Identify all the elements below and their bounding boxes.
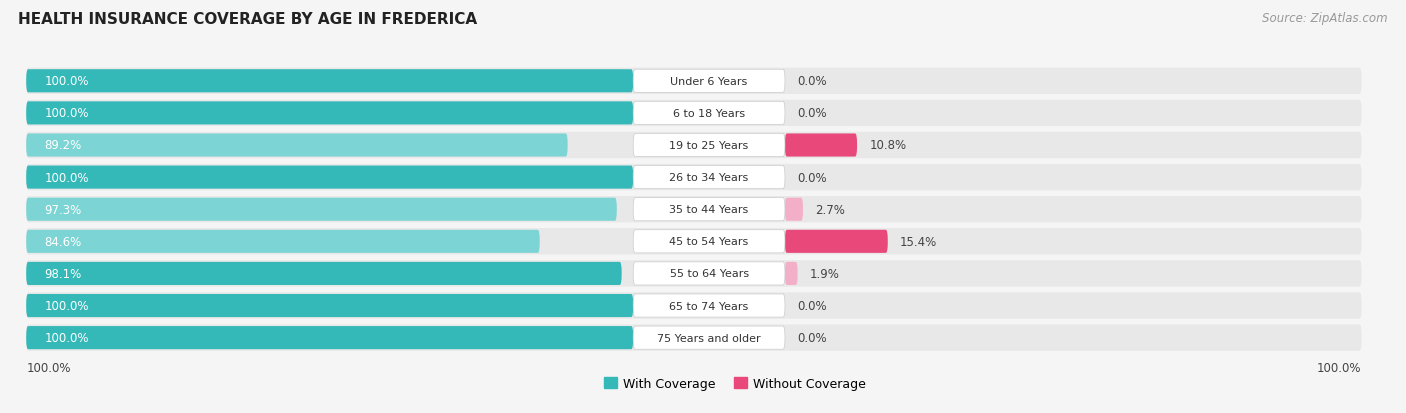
Text: 65 to 74 Years: 65 to 74 Years [669,301,748,311]
Text: 100.0%: 100.0% [45,75,89,88]
FancyBboxPatch shape [785,134,858,157]
FancyBboxPatch shape [633,134,785,157]
Text: 98.1%: 98.1% [45,267,82,280]
FancyBboxPatch shape [27,325,1361,351]
Text: 6 to 18 Years: 6 to 18 Years [673,109,745,119]
FancyBboxPatch shape [27,294,633,317]
FancyBboxPatch shape [27,69,1361,95]
FancyBboxPatch shape [633,70,785,93]
Text: Source: ZipAtlas.com: Source: ZipAtlas.com [1263,12,1388,25]
Text: 19 to 25 Years: 19 to 25 Years [669,141,748,151]
FancyBboxPatch shape [27,262,621,285]
FancyBboxPatch shape [633,230,785,253]
FancyBboxPatch shape [633,294,785,317]
FancyBboxPatch shape [633,102,785,125]
Text: 97.3%: 97.3% [45,203,82,216]
FancyBboxPatch shape [633,166,785,189]
Text: 100.0%: 100.0% [45,171,89,184]
FancyBboxPatch shape [27,197,1361,223]
Text: HEALTH INSURANCE COVERAGE BY AGE IN FREDERICA: HEALTH INSURANCE COVERAGE BY AGE IN FRED… [18,12,478,27]
Text: 0.0%: 0.0% [797,331,827,344]
FancyBboxPatch shape [27,198,617,221]
Text: 1.9%: 1.9% [810,267,839,280]
FancyBboxPatch shape [785,198,803,221]
Text: 75 Years and older: 75 Years and older [657,333,761,343]
Text: 84.6%: 84.6% [45,235,82,248]
Text: 15.4%: 15.4% [900,235,938,248]
Text: 55 to 64 Years: 55 to 64 Years [669,269,748,279]
Text: Under 6 Years: Under 6 Years [671,76,748,87]
Text: 89.2%: 89.2% [45,139,82,152]
Text: 0.0%: 0.0% [797,75,827,88]
Legend: With Coverage, Without Coverage: With Coverage, Without Coverage [599,372,870,395]
FancyBboxPatch shape [27,133,1361,159]
Text: 0.0%: 0.0% [797,171,827,184]
Text: 100.0%: 100.0% [45,299,89,312]
Text: 45 to 54 Years: 45 to 54 Years [669,237,748,247]
FancyBboxPatch shape [27,134,568,157]
FancyBboxPatch shape [27,164,1361,191]
FancyBboxPatch shape [633,262,785,285]
FancyBboxPatch shape [27,326,633,349]
Text: 26 to 34 Years: 26 to 34 Years [669,173,748,183]
FancyBboxPatch shape [785,262,797,285]
Text: 100.0%: 100.0% [1317,361,1361,374]
Text: 2.7%: 2.7% [815,203,845,216]
Text: 0.0%: 0.0% [797,299,827,312]
FancyBboxPatch shape [27,261,1361,287]
Text: 0.0%: 0.0% [797,107,827,120]
FancyBboxPatch shape [633,198,785,221]
FancyBboxPatch shape [27,166,633,189]
Text: 100.0%: 100.0% [45,107,89,120]
FancyBboxPatch shape [27,102,633,125]
FancyBboxPatch shape [27,293,1361,319]
Text: 100.0%: 100.0% [27,361,70,374]
Text: 35 to 44 Years: 35 to 44 Years [669,205,748,215]
FancyBboxPatch shape [27,229,1361,255]
Text: 100.0%: 100.0% [45,331,89,344]
FancyBboxPatch shape [27,230,540,253]
FancyBboxPatch shape [27,70,633,93]
FancyBboxPatch shape [27,100,1361,127]
Text: 10.8%: 10.8% [869,139,907,152]
FancyBboxPatch shape [633,326,785,349]
FancyBboxPatch shape [785,230,887,253]
